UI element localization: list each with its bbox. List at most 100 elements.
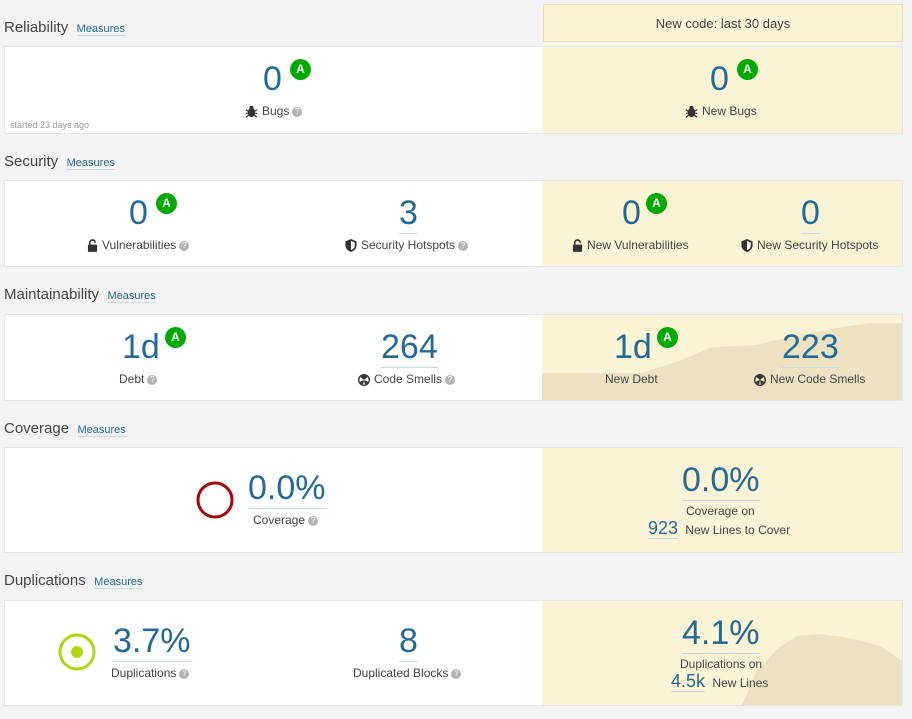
duplications-card: 3.7% Duplications? 8 Duplicated Blocks? …	[4, 600, 903, 706]
new-security-hotspots-value[interactable]: 0	[801, 194, 820, 234]
security-measures-link[interactable]: Measures	[66, 157, 115, 170]
new-coverage-label: Coverage on	[686, 504, 755, 518]
duplications-label-text: Duplications	[111, 666, 177, 680]
new-security-hotspots-label: New Security Hotspots	[741, 238, 879, 253]
new-lines-value[interactable]: 4.5k	[671, 671, 706, 692]
bugs-value[interactable]: 0	[263, 60, 282, 98]
shield-icon	[345, 239, 357, 253]
help-icon[interactable]: ?	[179, 240, 190, 251]
code-smells-label-text: Code Smells	[374, 372, 443, 386]
reliability-section-header: Reliability Measures	[4, 19, 125, 37]
new-code-smells-label: New Code Smells	[754, 372, 865, 386]
bugs-rating-badge[interactable]: A	[290, 59, 311, 80]
new-debt-label: New Debt	[605, 372, 658, 386]
help-icon[interactable]: ?	[458, 240, 469, 251]
code-smell-icon	[358, 373, 370, 386]
new-lines-to-cover-value[interactable]: 923	[648, 518, 679, 539]
lock-icon	[572, 239, 583, 253]
help-icon[interactable]: ?	[147, 374, 158, 385]
debt-label: Debt?	[119, 372, 158, 386]
new-lines-to-cover: 923 New Lines to Cover	[648, 518, 790, 539]
coverage-card: 0.0% Coverage? 0.0% Coverage on 923 New …	[4, 447, 903, 553]
vulnerabilities-value[interactable]: 0	[129, 194, 148, 232]
help-icon[interactable]: ?	[445, 374, 456, 385]
new-lines-to-cover-label: New Lines to Cover	[685, 523, 791, 537]
duplications-label: Duplications?	[111, 666, 190, 680]
debt-label-text: Debt	[119, 372, 145, 386]
bug-icon	[245, 106, 258, 118]
new-lines: 4.5k New Lines	[671, 671, 768, 692]
vulnerabilities-label-text: Vulnerabilities	[102, 238, 177, 252]
debt-rating-badge[interactable]: A	[165, 327, 186, 348]
new-code-pane-duplications: 4.1% Duplications on 4.5k New Lines	[542, 601, 902, 705]
coverage-section-header: Coverage Measures	[4, 420, 126, 438]
security-section-header: Security Measures	[4, 153, 115, 171]
debt-value[interactable]: 1d	[122, 328, 160, 366]
security-hotspots-label: Security Hotspots?	[345, 238, 469, 253]
new-code-smells-value[interactable]: 223	[782, 328, 839, 368]
new-bugs-rating-badge[interactable]: A	[737, 59, 758, 80]
new-code-pane-security: 0 A New Vulnerabilities 0 New Security H…	[542, 181, 902, 266]
new-vulnerabilities-label-text: New Vulnerabilities	[587, 238, 689, 252]
vulnerabilities-label: Vulnerabilities?	[87, 238, 190, 253]
duplications-section-header: Duplications Measures	[4, 572, 143, 590]
security-card: 0 A Vulnerabilities? 3 Security Hotspots…	[4, 180, 903, 267]
help-icon[interactable]: ?	[179, 668, 190, 679]
maintainability-card: 1d A Debt? 264 Code Smells? 1d A New Deb…	[4, 314, 903, 401]
bug-icon	[685, 106, 698, 118]
code-smells-value[interactable]: 264	[381, 328, 438, 368]
duplications-measures-link[interactable]: Measures	[94, 576, 143, 589]
coverage-measures-link[interactable]: Measures	[77, 424, 126, 437]
new-duplications-label: Duplications on	[680, 657, 763, 671]
new-bugs-label-text: New Bugs	[702, 104, 757, 118]
security-hotspots-value[interactable]: 3	[399, 194, 418, 234]
duplications-title: Duplications	[4, 572, 86, 589]
new-duplications-value[interactable]: 4.1%	[682, 614, 760, 654]
maintainability-section-header: Maintainability Measures	[4, 286, 156, 304]
maintainability-measures-link[interactable]: Measures	[107, 290, 156, 303]
coverage-label: Coverage?	[253, 513, 319, 527]
coverage-title: Coverage	[4, 420, 70, 437]
help-icon[interactable]: ?	[451, 668, 462, 679]
code-smells-label: Code Smells?	[358, 372, 456, 386]
coverage-value[interactable]: 0.0%	[248, 469, 326, 509]
duplicated-blocks-value[interactable]: 8	[399, 622, 418, 662]
duplications-value[interactable]: 3.7%	[113, 622, 191, 662]
new-lines-label: New Lines	[712, 676, 769, 690]
duplications-ring-icon	[58, 633, 96, 671]
new-vulnerabilities-value[interactable]: 0	[622, 194, 641, 232]
reliability-measures-link[interactable]: Measures	[76, 23, 125, 36]
security-title: Security	[4, 153, 59, 170]
duplicated-blocks-label-text: Duplicated Blocks	[353, 666, 449, 680]
reliability-title: Reliability	[4, 19, 69, 36]
coverage-label-text: Coverage	[253, 513, 306, 527]
analysis-started-note: started 23 days ago	[10, 120, 90, 130]
reliability-card: 0 A Bugs? started 23 days ago 0 A New Bu…	[4, 46, 903, 134]
new-coverage-value[interactable]: 0.0%	[682, 461, 760, 501]
new-bugs-value[interactable]: 0	[710, 60, 729, 98]
new-bugs-label: New Bugs	[685, 104, 757, 118]
new-code-pane-reliability: 0 A New Bugs	[542, 47, 902, 133]
vulnerabilities-rating-badge[interactable]: A	[156, 193, 177, 214]
new-debt-value[interactable]: 1d	[614, 328, 652, 366]
new-security-hotspots-label-text: New Security Hotspots	[757, 238, 879, 252]
new-code-smells-label-text: New Code Smells	[770, 372, 866, 386]
coverage-donut-icon	[196, 481, 234, 519]
new-duplications-trend-area	[542, 634, 902, 705]
new-debt-rating-badge[interactable]: A	[657, 327, 678, 348]
help-icon[interactable]: ?	[308, 515, 319, 526]
maintainability-title: Maintainability	[4, 286, 100, 303]
new-vulnerabilities-label: New Vulnerabilities	[572, 238, 689, 253]
code-smell-icon	[754, 373, 766, 386]
new-debt-trend-area	[542, 323, 902, 400]
bugs-label: Bugs?	[245, 104, 303, 118]
new-code-pane-maintainability: 1d A New Debt 223 New Code Smells	[542, 315, 902, 400]
duplicated-blocks-label: Duplicated Blocks?	[353, 666, 462, 680]
security-hotspots-label-text: Security Hotspots	[361, 238, 456, 252]
lock-icon	[87, 239, 98, 253]
bugs-label-text: Bugs	[262, 104, 290, 118]
help-icon[interactable]: ?	[292, 106, 303, 117]
new-code-period-header: New code: last 30 days	[543, 4, 903, 42]
shield-icon	[741, 239, 753, 253]
new-vulnerabilities-rating-badge[interactable]: A	[646, 193, 667, 214]
